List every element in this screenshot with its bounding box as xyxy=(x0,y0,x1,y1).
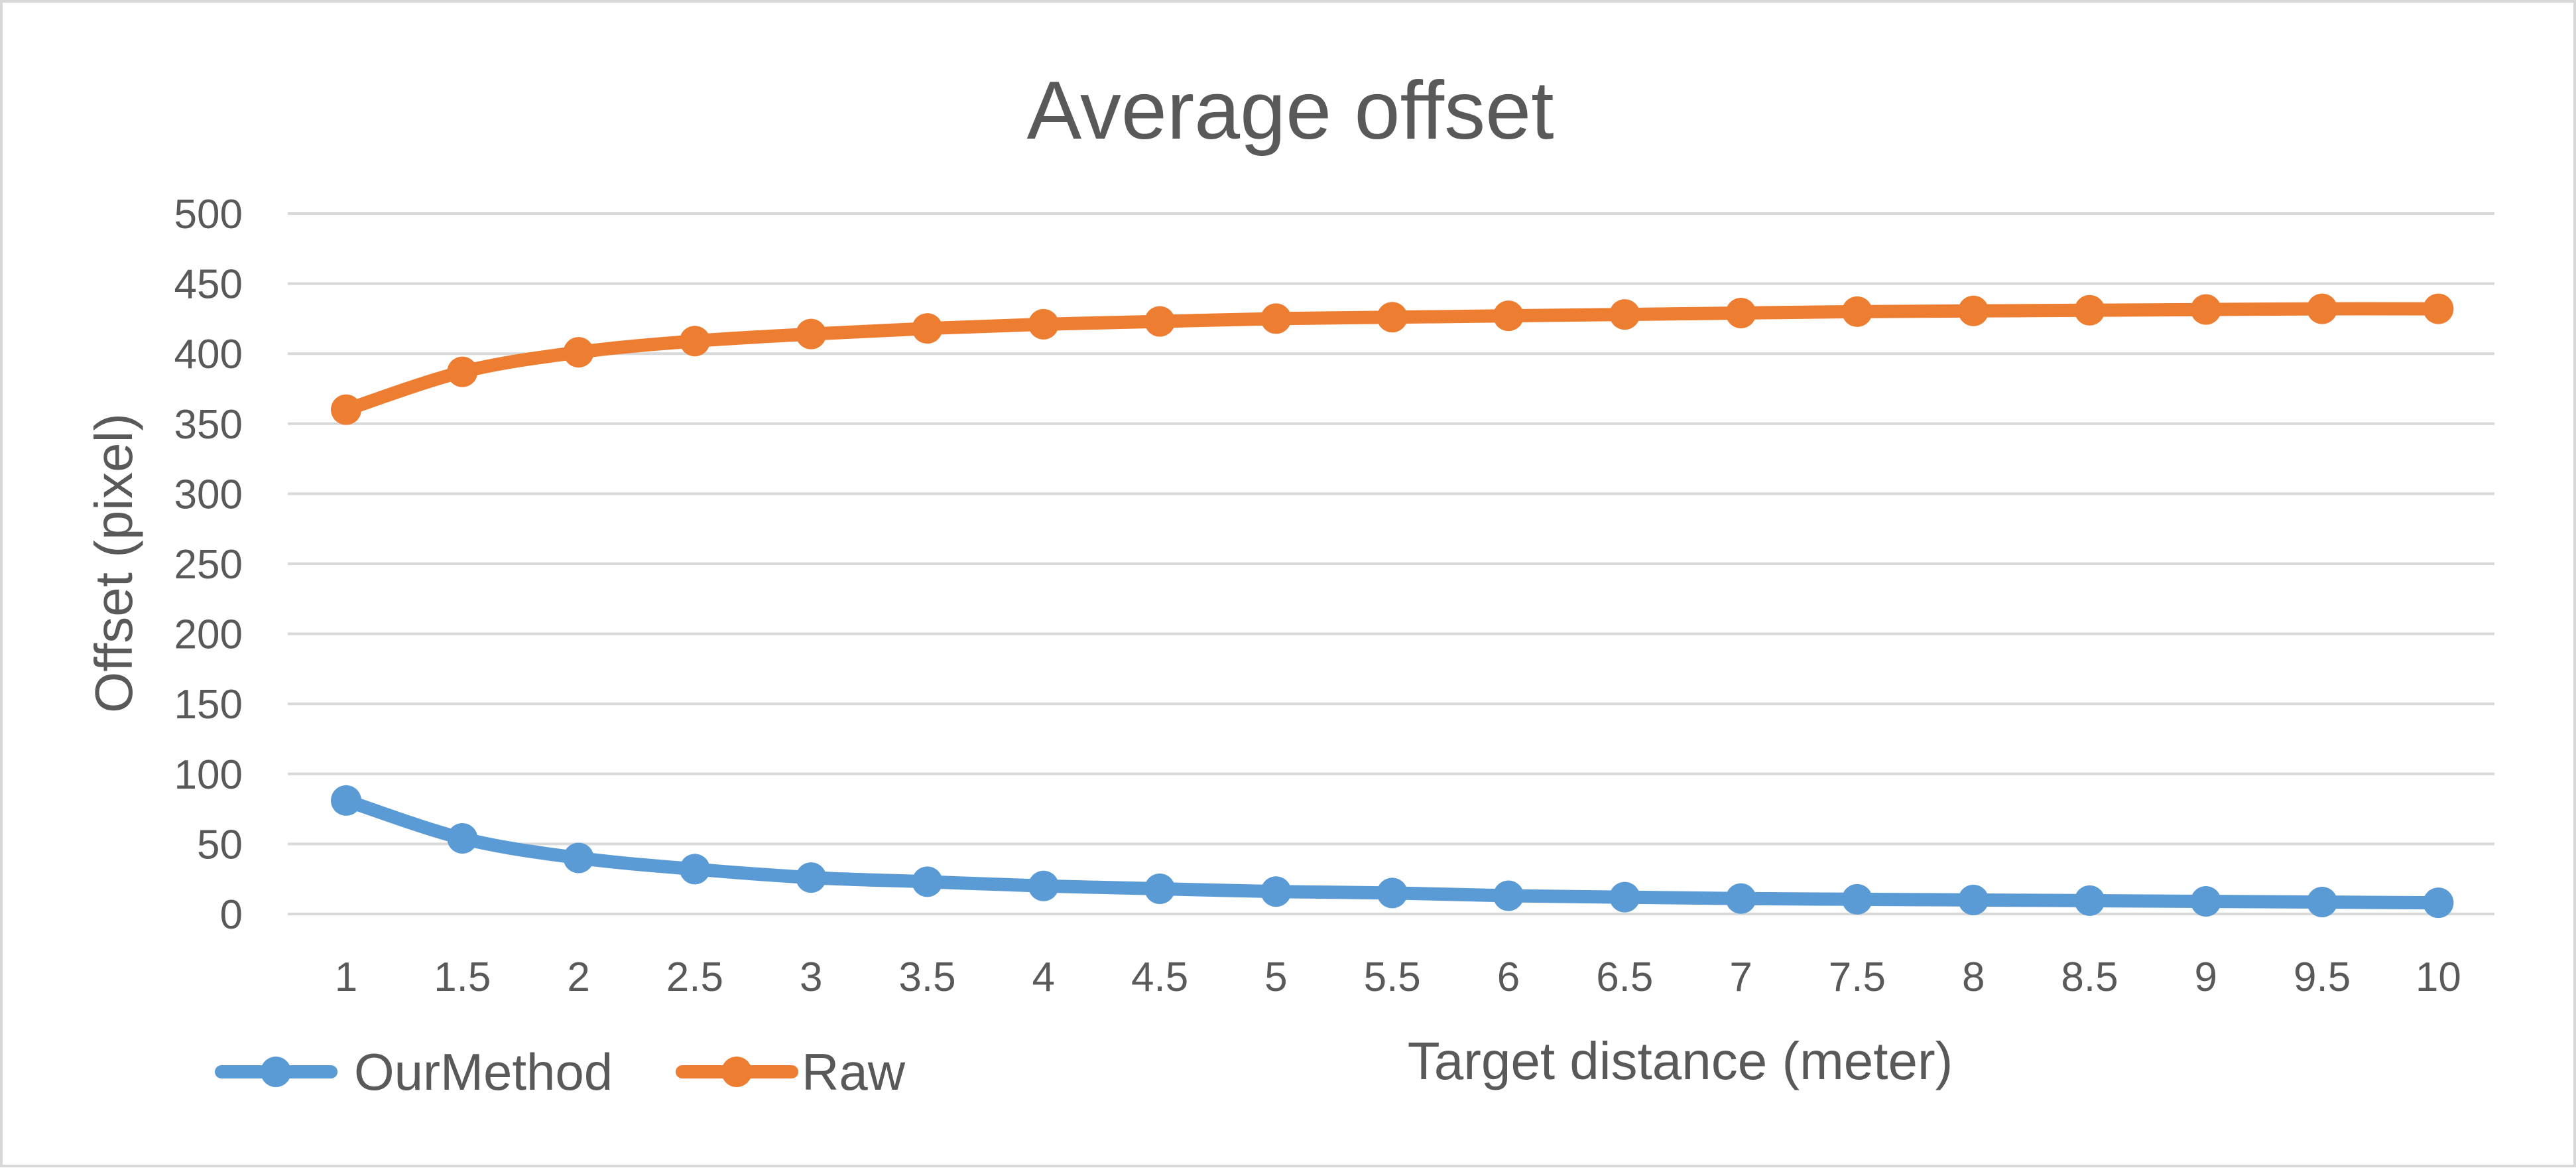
data-point-raw xyxy=(2307,293,2338,324)
data-point-ourmethod xyxy=(2423,887,2454,919)
y-tick-label: 300 xyxy=(174,472,243,517)
x-tick-label: 4 xyxy=(1032,954,1055,1000)
data-point-raw xyxy=(1725,297,1756,328)
x-tick-label: 1 xyxy=(335,954,357,1000)
series-ourmethod xyxy=(331,785,2454,919)
data-point-ourmethod xyxy=(1493,880,1524,911)
data-point-ourmethod xyxy=(1841,883,1872,915)
legend-label: Raw xyxy=(802,1043,906,1101)
data-point-ourmethod xyxy=(1725,883,1756,914)
data-point-raw xyxy=(1958,295,1989,326)
gridlines xyxy=(288,212,2494,915)
series-raw xyxy=(331,293,2454,425)
data-point-raw xyxy=(2423,293,2454,324)
x-tick-label: 1.5 xyxy=(434,954,491,1000)
x-tick-label: 7 xyxy=(1729,954,1752,1000)
legend-swatch-marker xyxy=(721,1057,752,1087)
x-tick-label: 5 xyxy=(1264,954,1287,1000)
data-point-raw xyxy=(331,394,361,425)
data-point-ourmethod xyxy=(2074,885,2105,916)
data-point-raw xyxy=(1609,299,1640,330)
y-tick-label: 450 xyxy=(174,262,243,308)
data-point-raw xyxy=(2190,294,2221,325)
data-point-raw xyxy=(679,326,710,357)
y-tick-label: 400 xyxy=(174,332,243,377)
data-point-ourmethod xyxy=(1144,873,1176,904)
data-point-raw xyxy=(1493,300,1524,332)
legend-item-ourmethod: OurMethod xyxy=(215,1043,613,1101)
x-tick-label: 4.5 xyxy=(1131,954,1188,1000)
data-point-raw xyxy=(1028,308,1059,340)
legend-item-raw: Raw xyxy=(676,1043,906,1101)
chart-title: Average offset xyxy=(1026,65,1554,157)
data-point-raw xyxy=(1377,302,1408,333)
y-tick-label: 350 xyxy=(174,402,243,448)
data-point-raw xyxy=(447,356,478,387)
x-tick-label: 9.5 xyxy=(2294,954,2351,1000)
x-axis-ticks: 1 1.5 2 2.5 3 3.5 4 4.5 5 5.5 6 6.5 7 7.5 8 8.5 9 9.5 10 xyxy=(335,954,2461,1000)
y-tick-label: 250 xyxy=(174,542,243,588)
data-point-ourmethod xyxy=(1377,878,1408,909)
x-tick-label: 2.5 xyxy=(666,954,723,1000)
x-tick-label: 3 xyxy=(800,954,822,1000)
x-axis-label: Target distance (meter) xyxy=(1408,1031,1953,1090)
data-point-ourmethod xyxy=(563,842,594,874)
x-tick-label: 5.5 xyxy=(1364,954,1421,1000)
y-tick-label: 150 xyxy=(174,682,243,728)
y-tick-label: 50 xyxy=(197,822,243,868)
data-point-ourmethod xyxy=(2307,887,2338,918)
data-point-ourmethod xyxy=(331,785,361,816)
y-tick-label: 0 xyxy=(220,892,243,938)
x-tick-label: 2 xyxy=(567,954,589,1000)
x-tick-label: 10 xyxy=(2416,954,2461,1000)
legend: OurMethod Raw xyxy=(215,1043,906,1101)
data-point-raw xyxy=(1841,296,1872,327)
data-point-ourmethod xyxy=(912,866,943,897)
data-point-raw xyxy=(563,337,594,368)
data-point-ourmethod xyxy=(1609,881,1640,913)
data-point-ourmethod xyxy=(1958,884,1989,915)
data-point-raw xyxy=(1144,306,1176,337)
x-tick-label: 6 xyxy=(1497,954,1520,1000)
data-point-raw xyxy=(912,313,943,344)
x-tick-label: 7.5 xyxy=(1829,954,1886,1000)
data-point-raw xyxy=(1260,303,1292,334)
data-point-raw xyxy=(2074,294,2105,326)
data-point-ourmethod xyxy=(796,862,827,893)
y-tick-label: 200 xyxy=(174,612,243,658)
data-point-ourmethod xyxy=(2190,885,2221,917)
x-tick-label: 9 xyxy=(2195,954,2217,1000)
y-axis-label: Offset (pixel) xyxy=(84,413,143,713)
legend-label: OurMethod xyxy=(354,1043,613,1101)
y-tick-label: 100 xyxy=(174,752,243,798)
data-point-raw xyxy=(796,318,827,350)
y-axis-ticks: 0 50 100 150 200 250 300 350 400 450 500 xyxy=(174,192,243,938)
data-point-ourmethod xyxy=(1260,876,1292,907)
x-tick-label: 8.5 xyxy=(2061,954,2118,1000)
line-chart: Average offset 0 50 100 150 200 250 300 350 400 4… xyxy=(84,65,2494,1101)
data-point-ourmethod xyxy=(679,854,710,885)
data-point-ourmethod xyxy=(1028,870,1059,901)
x-tick-label: 3.5 xyxy=(898,954,955,1000)
y-tick-label: 500 xyxy=(174,192,243,237)
x-tick-label: 8 xyxy=(1962,954,1985,1000)
x-tick-label: 6.5 xyxy=(1596,954,1653,1000)
legend-swatch-marker xyxy=(261,1057,291,1087)
data-point-ourmethod xyxy=(447,822,478,854)
series-group xyxy=(331,293,2454,919)
